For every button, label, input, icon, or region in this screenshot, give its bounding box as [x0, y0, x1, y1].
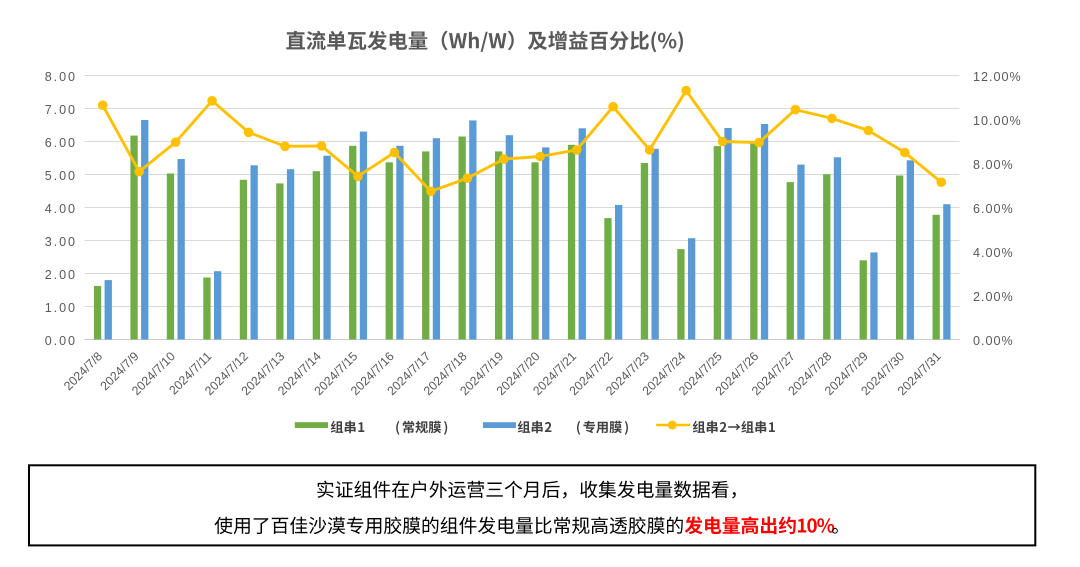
- svg-text:8.00%: 8.00%: [973, 158, 1014, 172]
- svg-text:0.00%: 0.00%: [973, 334, 1014, 348]
- svg-text:8.00: 8.00: [45, 70, 77, 84]
- svg-text:2.00: 2.00: [45, 268, 77, 282]
- svg-text:4.00%: 4.00%: [973, 246, 1014, 260]
- svg-text:6.00%: 6.00%: [973, 202, 1014, 216]
- svg-text:12.00%: 12.00%: [973, 70, 1022, 84]
- svg-text:10.00%: 10.00%: [973, 114, 1022, 128]
- svg-text:3.00: 3.00: [45, 235, 77, 249]
- svg-text:4.00: 4.00: [45, 202, 77, 216]
- svg-text:6.00: 6.00: [45, 136, 77, 150]
- svg-text:1.00: 1.00: [45, 301, 77, 315]
- svg-text:0.00: 0.00: [45, 334, 77, 348]
- svg-text:2.00%: 2.00%: [973, 290, 1014, 304]
- svg-text:5.00: 5.00: [45, 169, 77, 183]
- svg-text:7.00: 7.00: [45, 103, 77, 117]
